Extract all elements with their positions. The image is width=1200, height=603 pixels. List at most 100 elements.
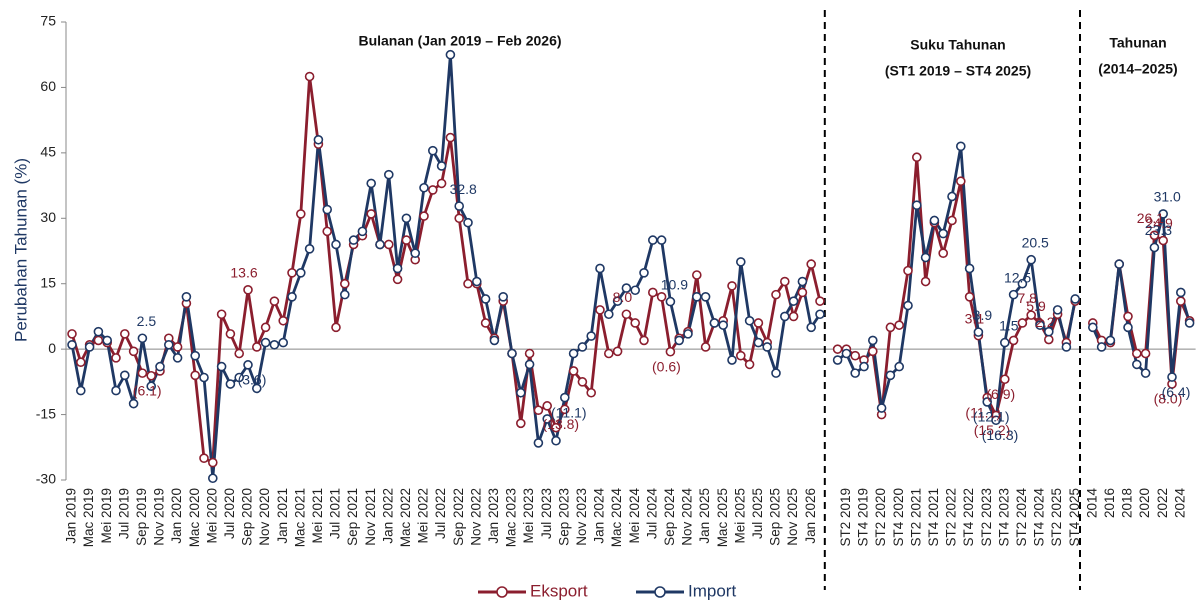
x-tick-label: Jul 2020 <box>222 488 237 539</box>
x-tick-label: Sep 2022 <box>451 488 466 546</box>
x-tick-label: ST2 2024 <box>1014 488 1029 547</box>
data-point <box>850 350 861 361</box>
legend-marker <box>496 586 508 598</box>
data-point <box>436 178 447 189</box>
x-tick-label: Jul 2024 <box>644 488 659 540</box>
data-label: 24.9 <box>1146 215 1173 231</box>
data-point <box>964 263 975 274</box>
data-point <box>1096 342 1107 352</box>
y-tick-label: 15 <box>40 274 56 290</box>
data-point <box>155 361 165 372</box>
data-point <box>427 185 438 195</box>
data-label: (11.1) <box>551 404 587 420</box>
x-tick-label: 2018 <box>1120 488 1135 518</box>
data-point <box>243 285 253 295</box>
x-tick-label: Nov 2025 <box>785 488 800 546</box>
section-label: (2014–2025) <box>1098 61 1177 77</box>
data-point <box>595 305 605 315</box>
data-point <box>533 405 544 416</box>
data-point <box>885 322 896 333</box>
data-label: (15.2) <box>974 422 1011 438</box>
data-point <box>630 285 641 296</box>
data-point <box>410 248 421 258</box>
data-point <box>225 329 236 339</box>
data-label: 31.0 <box>1154 189 1181 205</box>
data-point <box>93 326 104 337</box>
data-point <box>938 228 949 239</box>
data-point <box>419 211 429 221</box>
data-point <box>375 239 385 250</box>
data-point <box>867 335 878 346</box>
x-tick-label: Mei 2022 <box>416 488 431 544</box>
data-point <box>427 145 438 156</box>
data-point <box>894 361 905 372</box>
x-tick-label: ST2 2021 <box>908 488 923 547</box>
data-point <box>383 169 394 180</box>
x-tick-label: Jan 2025 <box>697 488 712 544</box>
data-point <box>1044 326 1054 337</box>
data-point <box>559 392 570 403</box>
x-tick-label: Mei 2021 <box>310 488 325 544</box>
data-label: (6.1) <box>133 382 162 398</box>
data-point <box>295 268 306 278</box>
x-tick-label: Jul 2022 <box>433 488 448 539</box>
data-point <box>1132 359 1142 370</box>
data-label: 23.3 <box>1145 222 1172 238</box>
data-point <box>533 438 544 448</box>
x-tick-label: Mei 2020 <box>204 488 219 544</box>
data-point <box>489 335 500 346</box>
data-point <box>1132 348 1142 359</box>
data-point <box>832 344 843 354</box>
data-label: (8.0) <box>1154 391 1183 407</box>
data-point <box>76 357 86 368</box>
data-point <box>727 355 737 365</box>
data-point <box>551 422 561 433</box>
data-point <box>1123 311 1133 322</box>
data-point <box>1140 368 1151 378</box>
data-point <box>779 276 790 287</box>
x-tick-label: Mac 2020 <box>187 488 202 547</box>
data-point <box>832 355 843 365</box>
data-point <box>392 274 403 285</box>
data-label: (12.1) <box>973 409 1010 425</box>
data-point <box>771 368 781 378</box>
data-point <box>762 342 773 352</box>
x-tick-label: Jul 2025 <box>750 488 765 539</box>
x-tick-label: Sep 2021 <box>345 488 360 546</box>
data-label: 3.9 <box>973 307 993 323</box>
data-point <box>401 235 412 245</box>
data-point <box>1167 372 1177 382</box>
data-point <box>788 311 799 322</box>
data-point <box>216 361 227 372</box>
data-point <box>1026 310 1036 320</box>
data-point <box>947 191 957 202</box>
data-point <box>665 296 676 307</box>
data-label: 32.8 <box>450 181 477 197</box>
data-point <box>1026 254 1036 265</box>
data-label: (3.6) <box>238 372 267 388</box>
x-tick-label: ST4 2020 <box>891 488 906 547</box>
data-point <box>920 276 931 287</box>
data-point <box>885 370 896 381</box>
data-point <box>603 309 614 320</box>
data-point <box>621 283 632 293</box>
data-point <box>542 414 553 424</box>
data-label: 7.8 <box>1017 290 1037 306</box>
data-label: 2.2 <box>1035 314 1055 330</box>
y-tick-label: 45 <box>40 144 56 160</box>
data-label: (16.3) <box>982 427 1019 443</box>
x-tick-label: ST2 2025 <box>1049 488 1064 547</box>
data-point <box>797 287 808 298</box>
data-label: 2.5 <box>137 313 157 329</box>
data-point <box>304 71 315 82</box>
data-point <box>392 263 403 274</box>
data-point <box>867 346 878 357</box>
data-point <box>709 318 720 328</box>
section-label: Tahunan <box>1109 35 1166 51</box>
x-tick-label: Nov 2024 <box>680 488 695 546</box>
data-point <box>656 291 667 302</box>
data-point <box>595 263 605 274</box>
x-tick-label: ST2 2020 <box>873 488 888 547</box>
data-point <box>515 418 526 429</box>
